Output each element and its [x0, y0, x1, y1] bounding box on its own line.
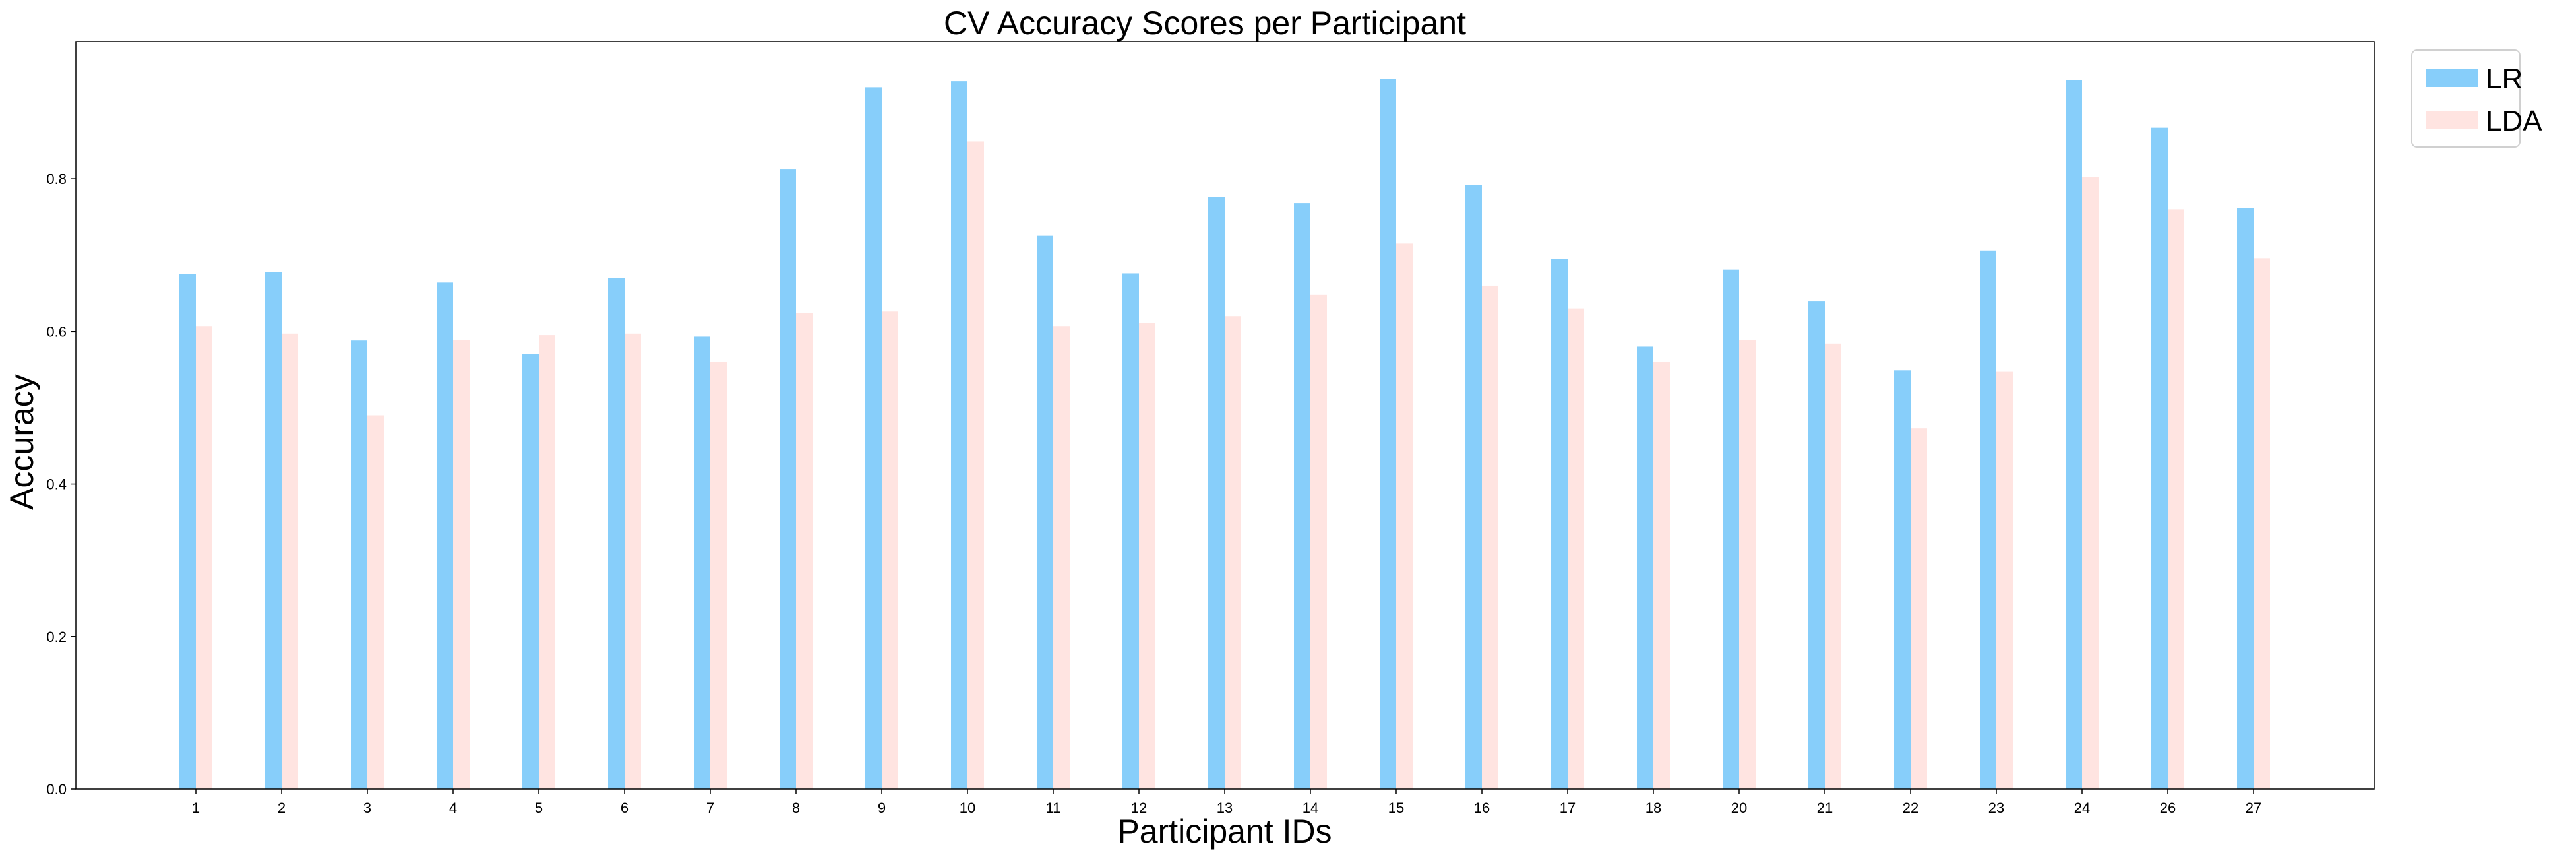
x-tick-label: 9: [878, 800, 886, 816]
bar-lr-22: [1894, 370, 1911, 789]
bar-lda-18: [1653, 362, 1670, 789]
bar-lda-3: [367, 415, 384, 789]
bar-lr-7: [694, 336, 710, 789]
bar-lr-27: [2237, 208, 2254, 790]
bar-lr-23: [1980, 250, 1996, 789]
bar-lda-11: [1053, 326, 1070, 790]
bar-lr-14: [1294, 203, 1310, 789]
x-tick-label: 15: [1388, 800, 1404, 816]
x-tick-label: 27: [2246, 800, 2261, 816]
x-tick-label: 24: [2074, 800, 2090, 816]
bar-lr-20: [1723, 269, 1739, 789]
x-tick-label: 13: [1217, 800, 1233, 816]
bar-lda-24: [2082, 177, 2099, 789]
x-tick-label: 6: [621, 800, 629, 816]
x-tick-label: 10: [960, 800, 975, 816]
bar-lr-17: [1551, 259, 1568, 790]
y-tick-label: 0.8: [46, 171, 67, 187]
x-tick-label: 26: [2160, 800, 2176, 816]
legend: LR LDA: [2411, 49, 2542, 148]
y-tick-label: 0.6: [46, 323, 67, 340]
x-tick-label: 21: [1817, 800, 1833, 816]
bar-lda-7: [710, 362, 727, 789]
x-tick-label: 4: [449, 800, 457, 816]
legend-label-lda: LDA: [2486, 105, 2542, 137]
plot-frame: [75, 41, 2375, 790]
y-tick-label: 0.0: [46, 781, 67, 798]
bar-lr-4: [437, 282, 453, 789]
bar-lda-5: [539, 335, 555, 789]
bar-lda-23: [1996, 371, 2013, 789]
x-tick-label: 3: [363, 800, 371, 816]
x-tick-label: 18: [1645, 800, 1661, 816]
bar-lda-15: [1396, 243, 1413, 789]
bar-lr-5: [522, 354, 539, 789]
bar-lda-14: [1310, 294, 1327, 789]
bar-lda-8: [796, 313, 813, 789]
bar-lr-18: [1637, 346, 1653, 789]
bar-lda-22: [1911, 428, 1927, 789]
bar-lda-2: [282, 333, 298, 789]
x-tick-label: 14: [1303, 800, 1318, 816]
x-tick-label: 16: [1474, 800, 1490, 816]
x-tick-label: 5: [535, 800, 543, 816]
bar-lr-8: [780, 169, 796, 789]
bar-lda-16: [1482, 285, 1498, 789]
y-axis-label: Accuracy: [3, 374, 40, 510]
x-tick-label: 11: [1046, 800, 1061, 816]
chart-title: CV Accuracy Scores per Participant: [944, 5, 1466, 42]
bar-lda-27: [2254, 258, 2270, 790]
bar-lr-26: [2151, 127, 2168, 789]
bar-lda-4: [453, 340, 470, 789]
bar-lr-1: [179, 274, 196, 790]
bar-lr-24: [2066, 80, 2082, 789]
bar-lr-21: [1808, 301, 1825, 789]
bar-lda-1: [196, 326, 212, 790]
bar-lr-10: [951, 81, 967, 789]
bar-lr-15: [1380, 79, 1396, 789]
bar-lr-13: [1208, 197, 1225, 789]
x-tick-label: 17: [1560, 800, 1576, 816]
bar-lda-12: [1139, 323, 1155, 789]
x-tick-label: 12: [1131, 800, 1147, 816]
bar-lda-26: [2168, 209, 2184, 789]
bar-lr-6: [608, 278, 625, 789]
bar-lr-9: [865, 87, 882, 790]
plot-area: 1 2 3 4 5 6 7 8 9 10 11 12 13 14 15 16 17 18 20 21 22 23 24 26 2…: [46, 41, 2375, 816]
x-tick-label: 20: [1731, 800, 1747, 816]
legend-label-lr: LR: [2486, 63, 2523, 95]
bar-lda-10: [967, 141, 984, 790]
bar-lda-21: [1825, 343, 1841, 789]
x-tick-label: 2: [278, 800, 286, 816]
x-tick-label: 23: [1988, 800, 2004, 816]
y-tick-label: 0.2: [46, 629, 67, 645]
x-tick-label: 7: [706, 800, 714, 816]
bar-lr-11: [1037, 235, 1053, 789]
bar-lda-9: [882, 311, 898, 789]
bar-lda-20: [1739, 340, 1756, 789]
bar-lda-6: [625, 333, 641, 789]
x-tick-label: 1: [192, 800, 200, 816]
bar-lr-16: [1465, 185, 1482, 789]
bar-lr-2: [265, 272, 282, 789]
bar-lda-17: [1568, 308, 1584, 790]
legend-swatch-lda: [2426, 111, 2478, 129]
bar-lr-3: [351, 340, 367, 789]
x-tick-label: 22: [1903, 800, 1918, 816]
x-tick-label: 8: [792, 800, 800, 816]
x-axis-label: Participant IDs: [1117, 813, 1332, 850]
y-tick-label: 0.4: [46, 476, 67, 493]
bar-lr-12: [1122, 273, 1139, 790]
legend-swatch-lr: [2426, 69, 2478, 87]
bar-lda-13: [1225, 316, 1241, 789]
